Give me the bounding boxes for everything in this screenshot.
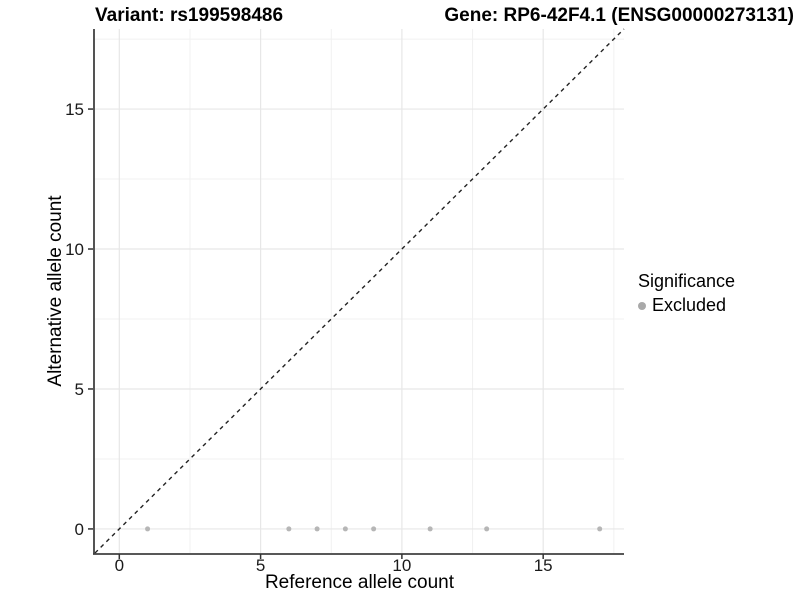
data-point <box>342 526 348 532</box>
grid-major <box>95 29 624 553</box>
y-tick-label: 15 <box>65 100 84 119</box>
identity-line <box>94 28 625 554</box>
x-axis-label: Reference allele count <box>264 572 455 593</box>
y-tick-label: 10 <box>65 240 84 259</box>
x-tick-label: 5 <box>256 556 265 575</box>
data-point <box>597 526 603 532</box>
legend-point-icon <box>638 301 646 310</box>
plot-title-variant: Variant: rs199598486 <box>95 5 284 26</box>
x-tick-label: 15 <box>534 556 553 575</box>
legend-item-label: Excluded <box>652 295 727 315</box>
data-point <box>286 526 292 532</box>
data-point <box>427 526 433 532</box>
data-point <box>314 526 320 532</box>
data-point <box>371 526 377 532</box>
axis-ticks <box>88 108 544 559</box>
grid-minor <box>95 29 624 553</box>
x-tick-label: 10 <box>392 556 411 575</box>
legend: Significance Excluded <box>638 271 735 316</box>
axis-lines <box>93 29 624 555</box>
legend-item-excluded: Excluded <box>638 295 735 316</box>
legend-title: Significance <box>638 271 736 291</box>
data-point <box>145 526 151 532</box>
data-points <box>145 526 603 532</box>
y-axis-label: Alternative allele count <box>45 195 66 387</box>
data-point <box>484 526 490 532</box>
plot-title-gene: Gene: RP6-42F4.1 (ENSG00000273131) <box>444 5 794 26</box>
x-tick-label: 0 <box>115 556 124 575</box>
y-tick-label: 5 <box>75 380 84 399</box>
tick-labels: 0 5 10 15 0 5 10 15 <box>65 100 553 575</box>
y-tick-label: 0 <box>75 520 84 539</box>
